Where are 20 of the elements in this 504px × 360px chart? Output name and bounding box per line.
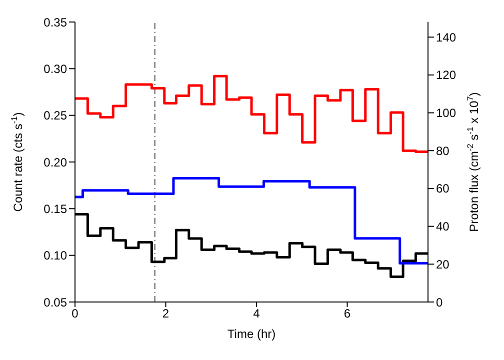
x-tick-label: 4 [253, 306, 260, 321]
y-tick-label: 0.30 [44, 62, 68, 76]
y2-tick-label: 120 [436, 68, 456, 82]
x-tick-label: 6 [344, 306, 351, 321]
y-tick-label: 0.35 [44, 15, 68, 30]
y2-tick-label: 100 [436, 106, 456, 120]
x-tick-label: 2 [162, 306, 170, 321]
y2-tick-label: 40 [436, 220, 450, 234]
y2-tick-label: 80 [436, 144, 450, 158]
y2-tick-label: 0 [436, 295, 443, 310]
y-tick-label: 0.05 [44, 295, 68, 310]
x-axis-title: Time (hr) [227, 327, 276, 341]
y-tick-label: 0.20 [44, 155, 68, 170]
y2-tick-label: 140 [436, 30, 456, 44]
y2-tick-label: 60 [436, 182, 450, 196]
y-tick-label: 0.10 [44, 248, 68, 263]
y-tick-label: 0.15 [44, 202, 68, 216]
y-tick-label: 0.25 [44, 108, 68, 123]
y2-tick-label: 20 [436, 257, 450, 272]
x-tick-label: 0 [72, 306, 79, 321]
